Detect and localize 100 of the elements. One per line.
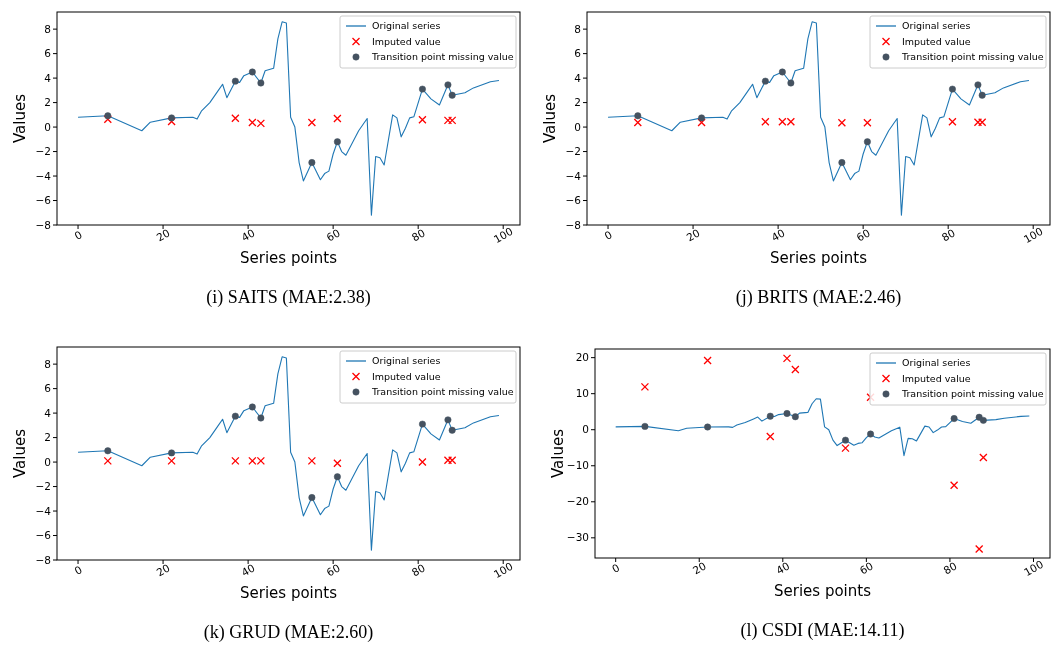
y-tick-label: 8 (44, 22, 51, 35)
x-tick-label: 0 (72, 563, 84, 577)
point (444, 81, 452, 89)
text: (i) SAITS (MAE:2.38) (206, 287, 371, 308)
legend-label: Imputed value (372, 370, 441, 382)
point (782, 354, 792, 363)
point (949, 481, 959, 490)
point (697, 118, 706, 127)
text: (k) GRUD (MAE:2.60) (203, 622, 374, 643)
point (950, 415, 958, 422)
point (761, 117, 770, 126)
x-tick-label: 100 (1021, 557, 1046, 579)
point (418, 85, 426, 93)
point (842, 436, 849, 444)
x-tick-label: 60 (854, 226, 872, 244)
point (641, 422, 649, 430)
point (257, 79, 265, 87)
point (448, 91, 456, 99)
point (783, 410, 791, 417)
point (791, 413, 799, 421)
y-tick-label: 20 (575, 351, 589, 364)
legend-label: Imputed value (372, 35, 441, 47)
point (973, 118, 983, 127)
point (863, 138, 871, 146)
x-tick-label: 60 (324, 226, 342, 244)
point (308, 159, 316, 167)
point (766, 412, 774, 420)
point (104, 112, 112, 120)
point (443, 116, 453, 125)
point (231, 114, 240, 123)
y-tick-label: 10 (575, 387, 589, 400)
point (448, 426, 456, 434)
point (979, 453, 988, 462)
y-tick-label: 4 (574, 71, 582, 84)
x-tick-label: 40 (774, 559, 792, 577)
y-tick-label: −30 (566, 531, 589, 544)
point (257, 414, 265, 422)
point (633, 118, 642, 127)
legend-label: Transition point missing value (371, 386, 514, 398)
y-axis-title: Values (11, 93, 29, 144)
point (103, 456, 112, 465)
point (867, 430, 874, 438)
x-tick-label: 20 (684, 226, 702, 244)
x-tick-label: 20 (154, 226, 172, 244)
y-tick-label: −8 (35, 218, 51, 231)
y-axis-title: Values (549, 428, 567, 479)
y-tick-label: −6 (35, 194, 52, 207)
x-tick-label: 100 (491, 559, 515, 581)
legend-label: Imputed value (902, 372, 971, 384)
legend-label: Imputed value (902, 35, 971, 47)
point (308, 494, 316, 502)
y-tick-label: 0 (44, 120, 51, 133)
point (974, 81, 982, 89)
x-axis-title: Series points (240, 584, 338, 602)
y-tick-label: −2 (35, 480, 51, 493)
y-tick-label: 6 (574, 47, 582, 60)
line-series (615, 398, 1030, 457)
legend-label: Original series (902, 20, 971, 32)
point (787, 79, 795, 87)
x-tick-label: 100 (1021, 224, 1045, 246)
point (703, 356, 712, 365)
point (443, 456, 453, 465)
point (231, 412, 239, 420)
y-tick-label: −8 (35, 553, 51, 566)
y-tick-label: 0 (574, 120, 581, 133)
x-tick-label: 60 (324, 561, 342, 579)
point (418, 115, 427, 124)
y-tick-label: 8 (44, 357, 51, 370)
point (168, 449, 176, 457)
point (863, 118, 872, 127)
point (978, 91, 986, 99)
x-tick-label: 0 (72, 228, 84, 242)
text: (l) CSDI (MAE:14.11) (740, 620, 905, 641)
point (761, 77, 769, 85)
point (231, 77, 239, 85)
text: (j) BRITS (MAE:2.46) (735, 287, 902, 308)
point (778, 68, 786, 76)
x-tick-label: 80 (409, 226, 427, 244)
x-tick-label: 40 (239, 561, 257, 579)
point (979, 416, 987, 424)
y-axis-title: Values (11, 428, 29, 479)
y-tick-label: 4 (44, 406, 52, 419)
point (640, 382, 650, 391)
y-tick-label: 2 (44, 96, 51, 109)
point (444, 416, 452, 424)
point (307, 118, 317, 127)
y-tick-label: −20 (566, 495, 589, 508)
point (418, 420, 426, 428)
y-tick-label: 0 (44, 455, 51, 468)
y-tick-label: −4 (565, 169, 582, 182)
point (838, 159, 846, 167)
y-tick-label: −10 (566, 459, 589, 472)
x-tick-label: 80 (941, 559, 959, 577)
x-axis-title: Series points (774, 582, 872, 600)
y-tick-label: 2 (44, 431, 51, 444)
legend-label: Transition point missing value (901, 51, 1044, 63)
y-tick-label: −6 (35, 529, 52, 542)
legend-label: Original series (372, 20, 441, 32)
y-axis-title: Values (541, 93, 559, 144)
point (231, 456, 240, 465)
